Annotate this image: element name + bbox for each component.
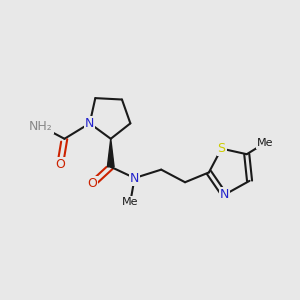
- Text: Me: Me: [122, 197, 139, 207]
- Text: Me: Me: [257, 138, 273, 148]
- Polygon shape: [107, 139, 114, 167]
- Text: N: N: [85, 117, 94, 130]
- Text: N: N: [130, 172, 139, 184]
- Text: O: O: [55, 158, 65, 170]
- Text: O: O: [88, 177, 98, 190]
- Text: S: S: [218, 142, 226, 155]
- Text: NH₂: NH₂: [29, 120, 52, 133]
- Text: N: N: [220, 188, 229, 201]
